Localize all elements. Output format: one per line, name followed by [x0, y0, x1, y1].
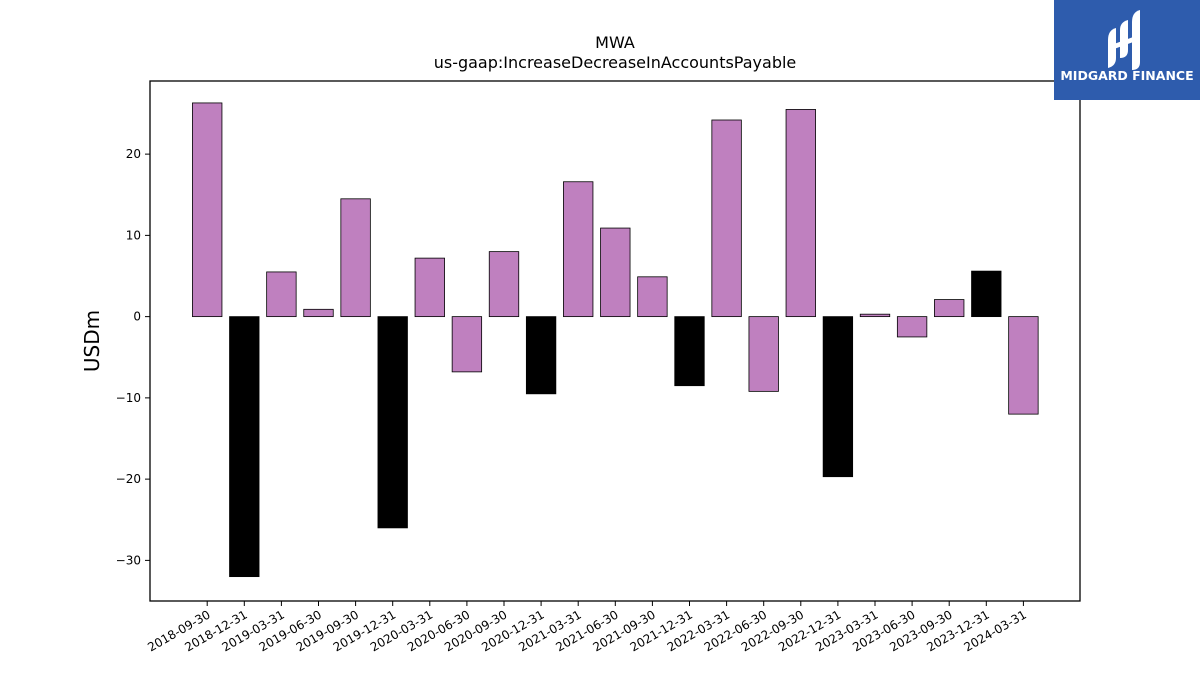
bar-2020-09-30 — [488, 251, 520, 318]
y-axis: −30 −20 −10 0 10 20 — [116, 147, 150, 567]
y-tick-label: 20 — [126, 147, 141, 161]
bar-2022-12-31 — [822, 316, 854, 478]
bar-2021-09-30 — [637, 276, 668, 318]
chart-subtitle: us-gaap:IncreaseDecreaseInAccountsPayabl… — [434, 53, 797, 72]
bar-2018-12-31 — [229, 316, 260, 578]
bar-2020-03-31 — [414, 257, 445, 318]
bar-2018-09-30 — [192, 102, 223, 318]
y-tick-label: −20 — [116, 472, 141, 486]
bar-2021-03-31 — [563, 181, 594, 318]
bar-2022-06-30 — [748, 316, 779, 392]
bar-2019-06-30 — [303, 308, 334, 318]
bar-2020-12-31 — [525, 316, 557, 395]
plot-frame — [149, 80, 1081, 602]
bar-2019-03-31 — [266, 271, 297, 318]
bar-2023-03-31 — [859, 313, 891, 318]
midgard-finance-logo: MIDGARD FINANCE — [1054, 0, 1200, 100]
x-axis: 2018-09-302018-12-312019-03-312019-06-30… — [145, 601, 1029, 654]
bar-2019-09-30 — [340, 198, 371, 318]
logo-text: MIDGARD FINANCE — [1060, 68, 1194, 83]
bar-2020-06-30 — [451, 316, 483, 373]
y-tick-label: 10 — [126, 228, 141, 242]
bar-2023-06-30 — [896, 316, 928, 338]
bar-2024-03-31 — [1008, 316, 1039, 415]
bar-2022-03-31 — [711, 119, 742, 318]
bar-2023-12-31 — [971, 270, 1002, 318]
bar-2022-09-30 — [785, 109, 816, 318]
bar-2023-09-30 — [934, 299, 965, 318]
midgard-logo-icon — [1108, 10, 1140, 70]
bar-2019-12-31 — [377, 316, 408, 529]
y-tick-label: 0 — [133, 310, 141, 324]
bars-group — [192, 102, 1039, 578]
bar-2021-06-30 — [600, 227, 631, 318]
chart-title: MWA — [595, 33, 635, 52]
y-axis-label: USDm — [80, 310, 104, 372]
bar-2021-12-31 — [674, 316, 705, 387]
y-tick-label: −10 — [116, 391, 141, 405]
y-tick-label: −30 — [116, 553, 141, 567]
